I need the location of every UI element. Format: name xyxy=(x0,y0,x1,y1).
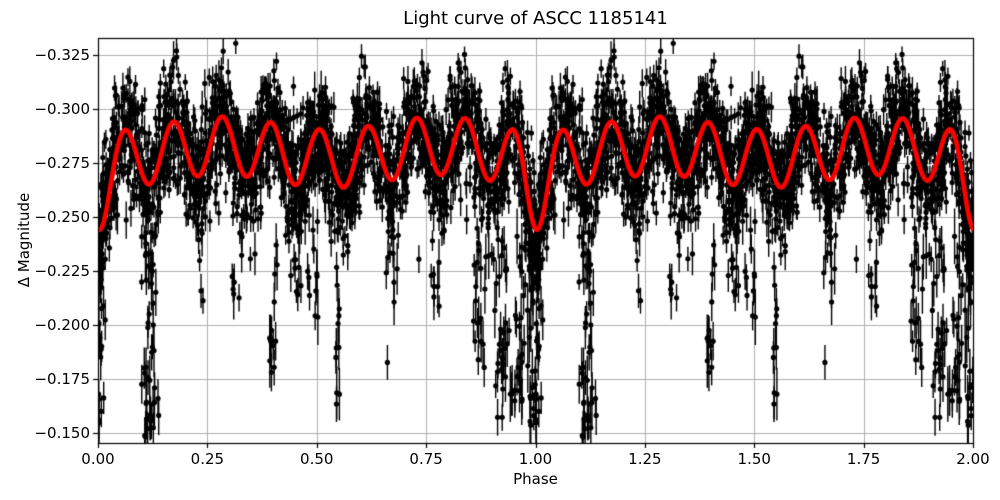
x-tick-label: 0.25 xyxy=(190,450,225,468)
x-axis-label: Phase xyxy=(513,470,558,488)
y-tick-label: −0.250 xyxy=(34,208,90,227)
x-tick-label: 0.00 xyxy=(81,450,115,468)
x-tick-label: 1.50 xyxy=(737,450,771,468)
y-tick-label: −0.200 xyxy=(34,316,90,335)
x-tick-label: 0.75 xyxy=(409,450,443,468)
x-tick-label: 1.00 xyxy=(518,450,553,468)
y-tick-label: −0.325 xyxy=(34,46,90,65)
x-tick-label: 0.50 xyxy=(300,450,334,468)
y-tick-label: −0.150 xyxy=(34,424,90,443)
y-tick-label: −0.300 xyxy=(34,100,90,119)
y-axis-label: Δ Magnitude xyxy=(15,192,33,288)
x-tick-label: 1.75 xyxy=(846,450,881,468)
y-tick-label: −0.275 xyxy=(34,154,90,173)
x-tick-label: 2.00 xyxy=(956,450,990,468)
y-tick-label: −0.175 xyxy=(34,370,90,389)
y-tick-label: −0.225 xyxy=(34,262,90,281)
x-tick-label: 1.25 xyxy=(628,450,662,468)
chart-title: Light curve of ASCC 1185141 xyxy=(403,8,668,29)
